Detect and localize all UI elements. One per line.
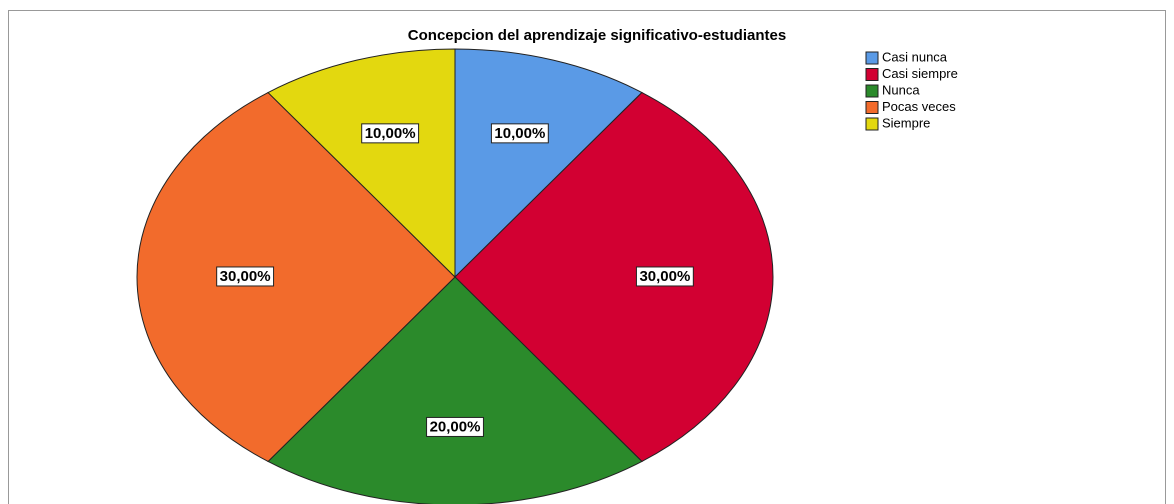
pie-slice [454, 48, 643, 279]
legend-label: Casi nunca [882, 49, 948, 64]
value-label-box [490, 123, 549, 144]
legend-swatch [865, 117, 879, 131]
pie-slice [267, 48, 456, 279]
legend-swatch [865, 101, 879, 114]
value-label-box [361, 123, 420, 144]
legend-swatch [865, 51, 879, 65]
value-label: 30,00% [220, 268, 271, 285]
chart-title: Concepcion del aprendizaje significativo… [408, 27, 786, 44]
pie-slice [267, 276, 643, 504]
pie-slice [136, 91, 456, 463]
legend-label: Pocas veces [882, 99, 956, 114]
legend-label: Nunca [882, 82, 920, 97]
value-label: 10,00% [365, 125, 416, 142]
legend-label: Casi siempre [882, 66, 958, 81]
legend-label: Siempre [882, 115, 930, 130]
value-label-box [216, 266, 275, 287]
value-label: 30,00% [639, 268, 690, 285]
value-label: 10,00% [494, 125, 545, 142]
pie-slice [454, 91, 774, 463]
value-label-box [635, 266, 694, 287]
value-label-box [426, 416, 484, 437]
legend-swatch [865, 68, 879, 81]
legend-swatch [865, 84, 879, 98]
value-label: 20,00% [430, 418, 481, 435]
